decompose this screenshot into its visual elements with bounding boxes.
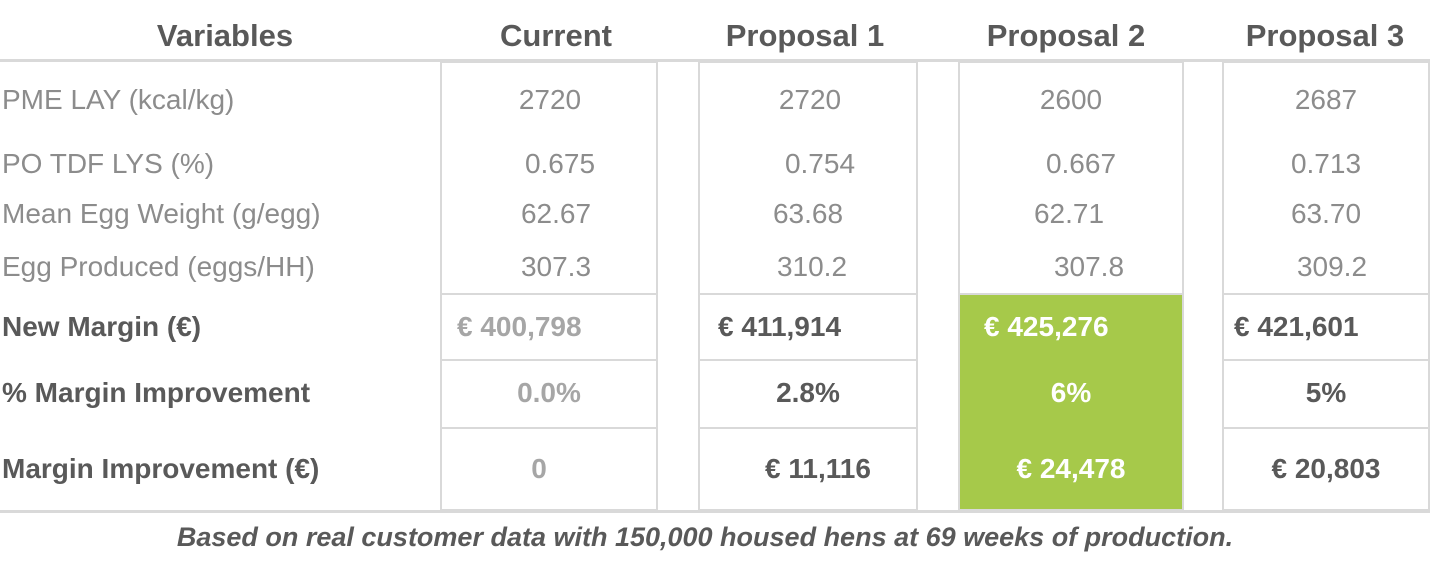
cell-current-po-tdf-lys: 0.675: [524, 148, 596, 179]
cell-proposal-3-margin-improvement: € 20,803: [1271, 453, 1381, 484]
cell-proposal-3-mean-egg-weight: 63.70: [1290, 198, 1362, 229]
proposal-2-highlight: [960, 295, 1182, 509]
header-variables: Variables: [156, 18, 294, 53]
cell-proposal-3-egg-produced: 309.2: [1296, 251, 1368, 282]
cell-proposal-3-po-tdf-lys: 0.713: [1290, 148, 1362, 179]
cell-proposal-1-po-tdf-lys: 0.754: [784, 148, 856, 179]
cell-current-mean-egg-weight: 62.67: [520, 198, 592, 229]
cell-proposal-1-pct-margin-improvement: 2.8%: [776, 377, 840, 408]
row-separator: [958, 293, 1184, 295]
row-label-egg-produced: Egg Produced (eggs/HH): [2, 251, 315, 282]
cell-proposal-2-pme-lay: 2600: [1039, 84, 1103, 115]
header-proposal-3: Proposal 3: [1245, 18, 1405, 53]
row-label-new-margin: New Margin (€): [2, 311, 202, 342]
header-proposal-2: Proposal 2: [986, 18, 1146, 53]
cell-proposal-2-egg-produced: 307.8: [1053, 251, 1125, 282]
row-label-pct-margin-improvement: % Margin Improvement: [2, 377, 311, 408]
cell-proposal-3-pct-margin-improvement: 5%: [1305, 377, 1347, 408]
row-separator: [1222, 359, 1430, 361]
row-label-pme-lay: PME LAY (kcal/kg): [2, 84, 235, 115]
cell-proposal-3-new-margin: € 421,601: [1234, 311, 1359, 342]
cell-proposal-1-pme-lay: 2720: [778, 84, 842, 115]
cell-proposal-1-mean-egg-weight: 63.68: [772, 198, 844, 229]
cell-proposal-2-po-tdf-lys: 0.667: [1045, 148, 1117, 179]
row-separator: [698, 359, 918, 361]
cell-current-margin-improvement: 0: [531, 453, 547, 484]
row-label-po-tdf-lys: PO TDF LYS (%): [2, 148, 215, 179]
row-label-margin-improvement: Margin Improvement (€): [2, 453, 320, 484]
header-current: Current: [500, 18, 612, 53]
row-separator: [698, 293, 918, 295]
footnote: Based on real customer data with 150,000…: [176, 522, 1234, 552]
header-proposal-1: Proposal 1: [725, 18, 885, 53]
table-bottom-rule: [0, 510, 1430, 513]
cell-proposal-1-new-margin: € 411,914: [718, 311, 842, 342]
header-underline: [0, 59, 1430, 62]
cell-current-egg-produced: 307.3: [520, 251, 592, 282]
row-separator: [440, 293, 658, 295]
cell-proposal-1-margin-improvement: € 11,116: [765, 453, 871, 484]
row-label-mean-egg-weight: Mean Egg Weight (g/egg): [2, 198, 321, 229]
row-separator: [440, 359, 658, 361]
cell-current-pct-margin-improvement: 0.0%: [517, 377, 581, 408]
cell-proposal-2-margin-improvement: € 24,478: [1016, 453, 1126, 484]
cell-proposal-2-mean-egg-weight: 62.71: [1033, 198, 1105, 229]
cell-current-new-margin: € 400,798: [457, 311, 582, 342]
cell-proposal-1-egg-produced: 310.2: [776, 251, 848, 282]
cell-proposal-2-new-margin: € 425,276: [984, 311, 1109, 342]
current-column-box: [440, 61, 658, 511]
row-separator: [1222, 293, 1430, 295]
cell-current-pme-lay: 2720: [518, 84, 582, 115]
proposal-1-column-box: [698, 61, 918, 511]
cell-proposal-2-pct-margin-improvement: 6%: [1050, 377, 1092, 408]
cell-proposal-3-pme-lay: 2687: [1294, 84, 1358, 115]
row-separator: [698, 427, 918, 429]
proposal-3-column-box: [1222, 61, 1430, 511]
row-separator: [1222, 427, 1430, 429]
row-separator: [440, 427, 658, 429]
